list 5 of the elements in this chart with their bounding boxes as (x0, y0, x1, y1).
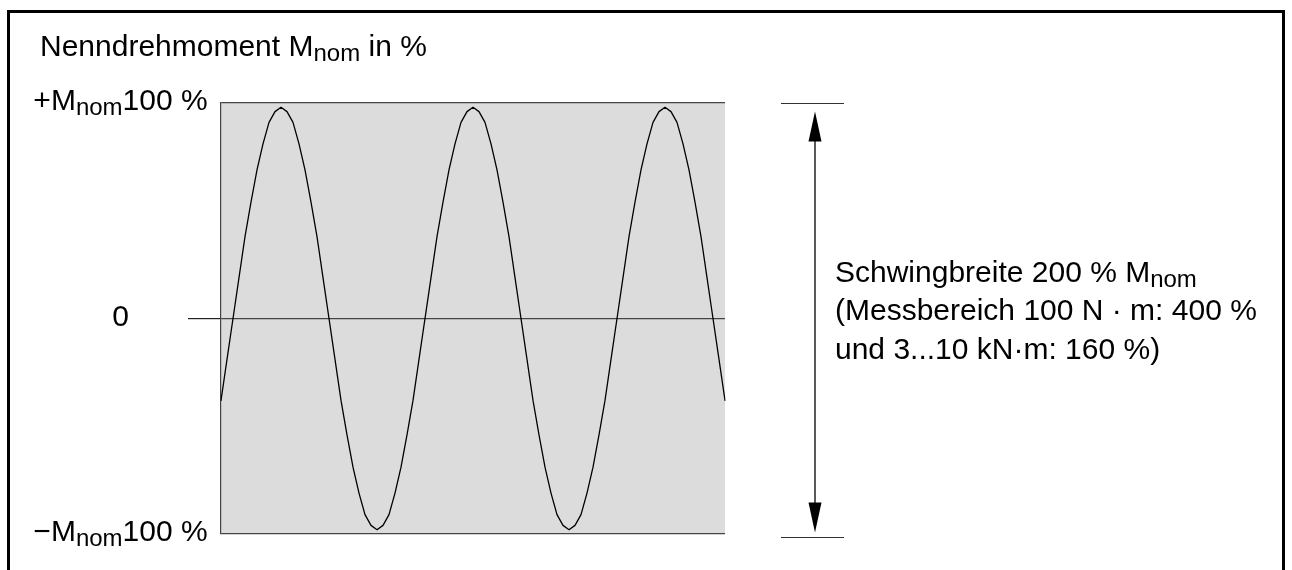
y-axis-title: Nenndrehmoment M$_{nom}$ in % (40, 29, 427, 67)
y-tick-label: −M$_{nom}$100 % (33, 514, 208, 552)
text: Schwingbreite 200 % M$_{nom}$ (Messbereich 100 N · m: 400 % und 3...10 kN·m: 160 %) (835, 253, 1257, 367)
y-tick-label: +M$_{nom}$100 % (33, 83, 208, 121)
y-tick-label: 0 (112, 298, 129, 332)
